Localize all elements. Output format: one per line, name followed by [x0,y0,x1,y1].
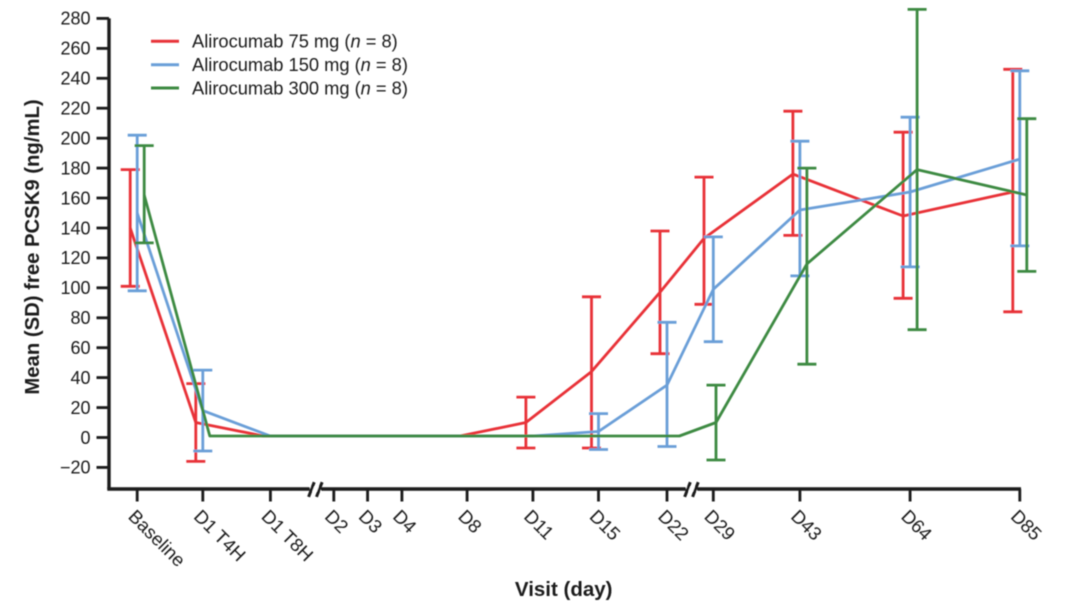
svg-text:Visit (day): Visit (day) [515,578,613,601]
svg-text:280: 280 [60,9,90,29]
svg-text:120: 120 [60,248,90,268]
svg-text:80: 80 [70,308,90,328]
svg-text:220: 220 [60,99,90,119]
svg-text:180: 180 [60,158,90,178]
svg-text:100: 100 [60,278,90,298]
svg-text:140: 140 [60,218,90,238]
svg-text:20: 20 [70,398,90,418]
svg-text:40: 40 [70,368,90,388]
svg-text:260: 260 [60,39,90,59]
svg-text:240: 240 [60,69,90,89]
svg-text:Alirocumab 75 mg (n = 8): Alirocumab 75 mg (n = 8) [192,31,398,52]
svg-text:−20: −20 [60,458,91,478]
svg-text:0: 0 [80,428,90,448]
svg-text:200: 200 [60,129,90,149]
svg-text:60: 60 [70,338,90,358]
svg-text:160: 160 [60,188,90,208]
svg-text:Mean (SD) free PCSK9 (ng/mL): Mean (SD) free PCSK9 (ng/mL) [22,99,44,394]
svg-text:Alirocumab 150 mg (n = 8): Alirocumab 150 mg (n = 8) [192,54,408,75]
svg-text:Alirocumab 300 mg (n = 8): Alirocumab 300 mg (n = 8) [192,77,408,98]
